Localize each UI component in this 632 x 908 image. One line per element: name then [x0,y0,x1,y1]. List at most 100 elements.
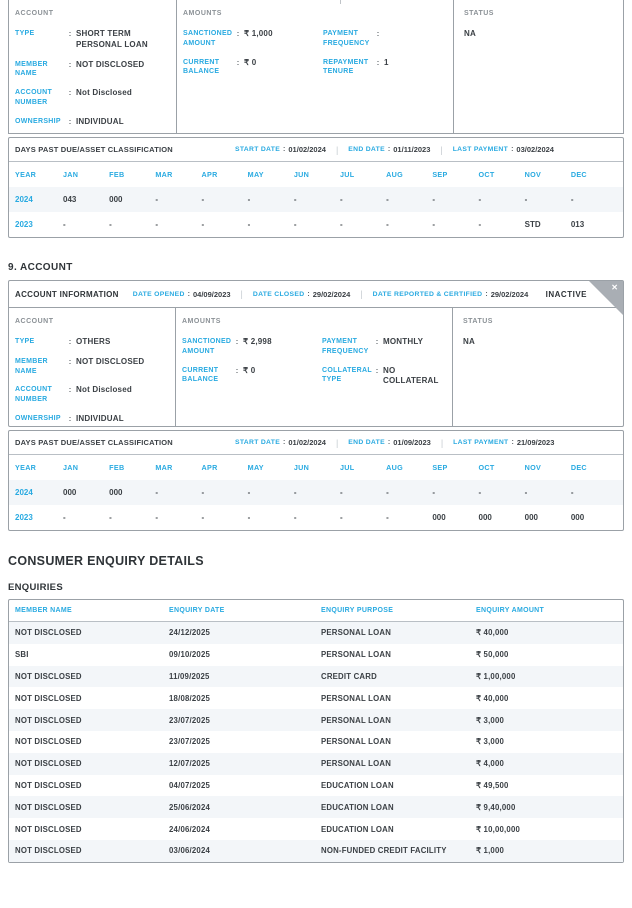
enquiry-table-body: NOT DISCLOSED 24/12/2025 PERSONAL LOAN ₹… [9,622,623,862]
field-colon: : [375,337,379,346]
month-cell: 000 [109,488,123,497]
consumer-enquiry-heading: CONSUMER ENQUIRY DETAILS [8,554,204,568]
colon: : [387,439,391,446]
field-value: INDIVIDUAL [76,413,124,423]
dpd-classification-table: DAYS PAST DUE/ASSET CLASSIFICATION START… [8,137,624,238]
month-column-header: JUL [340,170,355,179]
end-date-value: 01/09/2023 [393,438,431,447]
account-field-row: OWNERSHIP : INDIVIDUAL [15,414,175,425]
amount-field-row: SANCTIONED AMOUNT : ₹ 2,998 [182,337,322,357]
enquiry-date: 23/07/2025 [169,737,211,747]
enquiry-date: 25/06/2024 [169,802,211,812]
enquiry-date: 23/07/2025 [169,715,211,725]
month-cell: - [478,488,482,497]
field-label: PAYMENT FREQUENCY [322,338,369,355]
month-column-header: SEP [432,463,448,472]
dpd-body: 2024 043 000 - - - - - - - - - - 2023 [9,187,623,237]
month-column-header: AUG [386,170,404,179]
dpd-months-header: YEAR JAN FEB MAR APR MAY JUN JUL AUG SEP OCT NOV DEC [9,455,623,480]
enquiry-member-name: NOT DISCLOSED [15,715,82,725]
amount-field-row: SANCTIONED AMOUNT : ₹ 1,000 [183,29,323,49]
end-date-label: END DATE [348,439,385,446]
enquiry-header-row: MEMBER NAME ENQUIRY DATE ENQUIRY PURPOSE EN… [9,600,623,622]
enquiry-member-name: NOT DISCLOSED [15,780,82,790]
month-cell: - [247,195,251,204]
month-cell: - [293,513,297,522]
field-value: ₹ 0 [244,57,257,67]
colon: : [283,439,286,446]
month-cell: - [432,195,435,204]
enquiry-date: 09/10/2025 [169,650,211,660]
last-payment-value: 21/09/2023 [516,438,555,447]
enquiry-member-name: NOT DISCLOSED [15,693,82,703]
account-field-row: OWNERSHIP : INDIVIDUAL [15,117,176,128]
account-field-row: ACCOUNT NUMBER : Not Disclosed [15,88,176,108]
amount-field-row: CURRENT BALANCE : ₹ 0 [183,58,323,78]
enquiry-member-name: NOT DISCLOSED [15,737,82,747]
enquiry-amount: ₹ 4,000 [476,759,505,769]
enquiry-date: 03/06/2024 [169,846,211,856]
enquiry-amount: ₹ 3,000 [476,715,505,725]
month-column-header: NOV [524,170,542,179]
pipe-divider: | [240,289,243,299]
month-cell: 013 [570,220,585,229]
month-cell: 000 [570,513,585,522]
last-payment-value: 03/02/2024 [516,145,554,154]
month-column-header: JUL [340,463,355,472]
month-column-header: APR [201,463,218,472]
month-column-header: MAR [155,463,173,472]
date-opened-label: DATE OPENED [132,290,185,298]
field-label: REPAYMENT TENURE [323,58,369,76]
month-cell: - [432,220,435,229]
year-cell: 2024 [15,488,33,497]
month-cell: - [247,488,251,497]
field-value: Not Disclosed [76,385,132,395]
field-colon: : [68,29,72,38]
month-cell: - [201,513,205,522]
month-column-header: OCT [478,463,495,472]
enquiry-amount: ₹ 40,000 [476,693,509,703]
year-cell: 2024 [15,195,33,204]
account-fields: TYPE : SHORT TERM PERSONAL LOAN MEMBER N… [15,29,176,128]
colon: : [187,290,190,298]
pipe-divider: | [440,437,444,448]
field-colon: : [68,88,72,98]
start-date-label: START DATE [235,439,281,446]
month-column-header: FEB [109,170,125,179]
date-opened-value: 04/09/2023 [193,289,231,299]
month-cell: - [247,220,251,229]
colon: : [511,439,514,446]
month-cell: - [201,220,205,229]
field-colon: : [68,356,72,366]
enquiry-column-header: ENQUIRY DATE [169,607,225,614]
account-column: ACCOUNT TYPE : OTHERS MEMBER NAME : N [9,308,175,426]
colon: : [283,146,286,153]
enquiry-member-name: NOT DISCLOSED [15,671,82,681]
status-value: NA [463,337,475,346]
enquiry-date: 12/07/2025 [169,759,211,769]
field-value: 1 [384,57,389,67]
month-column-header: OCT [478,170,495,179]
month-cell: - [155,488,158,497]
month-column-header: YEAR [15,463,37,472]
month-column-header: FEB [109,463,125,472]
month-cell: - [63,513,66,522]
field-label: SANCTIONED AMOUNT [182,338,232,355]
date-closed-label: DATE CLOSED [252,290,305,298]
field-colon: : [235,337,239,346]
field-label: MEMBER NAME [15,60,48,78]
enquiry-date: 11/09/2025 [169,671,210,681]
dpd-header-row: DAYS PAST DUE/ASSET CLASSIFICATION START… [9,431,623,455]
field-colon: : [376,29,380,38]
pipe-divider: | [335,437,339,448]
year-cell: 2023 [15,220,33,229]
month-column-header: APR [201,170,218,179]
month-column-header: JAN [63,463,79,472]
dpd-title: DAYS PAST DUE/ASSET CLASSIFICATION [15,145,173,154]
close-icon[interactable]: ✕ [611,283,618,292]
amounts-right-fields: PAYMENT FREQUENCY : REPAYMENT TENURE : 1 [323,29,453,86]
field-label: OWNERSHIP [15,117,61,125]
field-value [383,29,384,49]
field-label: SANCTIONED AMOUNT [183,30,233,47]
month-column-header: JUN [293,170,310,179]
